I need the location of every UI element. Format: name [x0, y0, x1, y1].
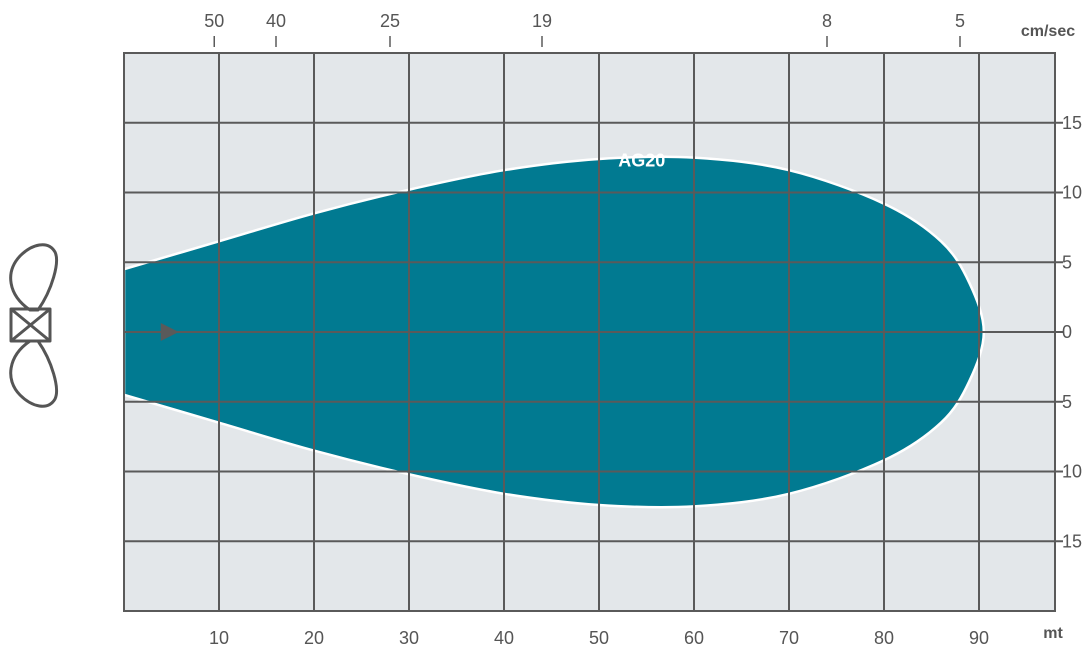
top-axis-tick-label: 40 — [266, 11, 286, 31]
x-tick-label: 40 — [494, 628, 514, 648]
y-tick-label: 5 — [1062, 252, 1072, 272]
y-tick-label: 5 — [1062, 392, 1072, 412]
x-tick-label: 10 — [209, 628, 229, 648]
flow-direction-arrow-icon — [160, 323, 179, 341]
x-tick-label: 80 — [874, 628, 894, 648]
y-tick-label: 15 — [1062, 531, 1082, 551]
top-axis-tick-label: 19 — [532, 11, 552, 31]
x-tick-label: 70 — [779, 628, 799, 648]
propeller-icon — [9, 243, 58, 408]
top-axis-tick-label: 5 — [955, 11, 965, 31]
top-axis-tick-label: 25 — [380, 11, 400, 31]
x-tick-label: 50 — [589, 628, 609, 648]
y-tick-label: 10 — [1062, 183, 1082, 203]
y-tick-label: 0 — [1062, 322, 1072, 342]
series-label: AG20 — [618, 150, 665, 170]
top-axis-unit: cm/sec — [1021, 23, 1075, 40]
x-tick-label: 30 — [399, 628, 419, 648]
top-axis-tick-label: 8 — [822, 11, 832, 31]
x-tick-label: 90 — [969, 628, 989, 648]
x-axis-unit: mt — [1043, 625, 1063, 642]
x-tick-label: 20 — [304, 628, 324, 648]
x-tick-label: 60 — [684, 628, 704, 648]
plot-frame — [123, 52, 1056, 612]
y-tick-label: 15 — [1062, 113, 1082, 133]
top-axis-tick-label: 50 — [204, 11, 224, 31]
y-tick-label: 10 — [1062, 462, 1082, 482]
